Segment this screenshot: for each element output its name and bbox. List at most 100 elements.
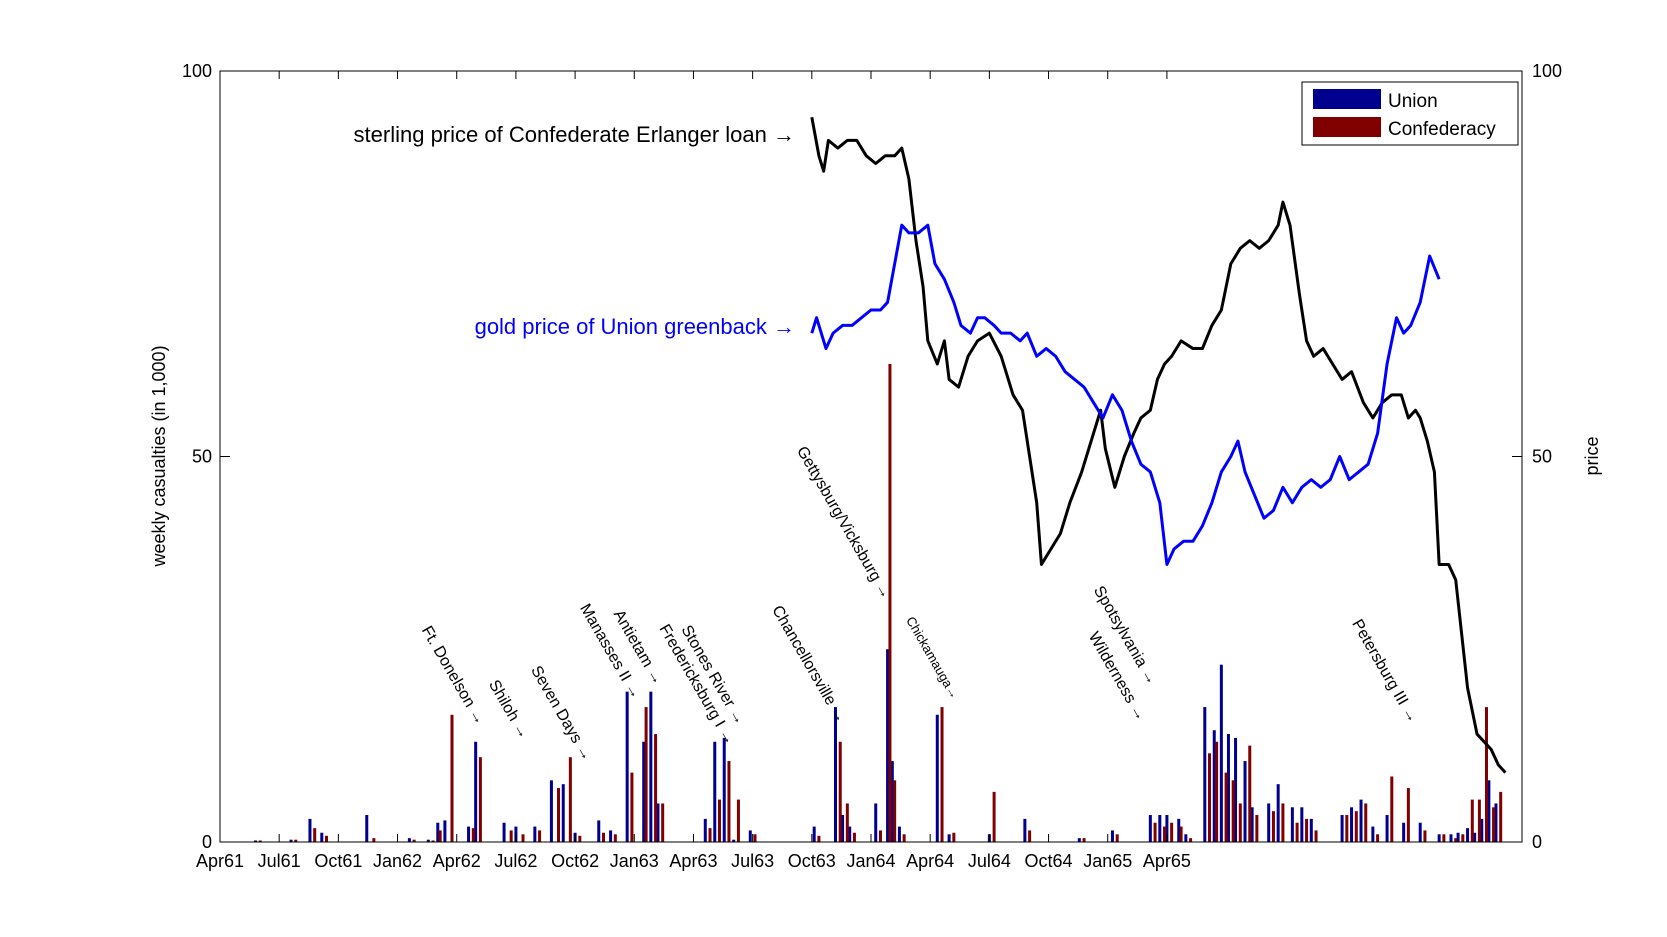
bar-union-70: [1473, 832, 1477, 842]
bar-union-36: [935, 714, 939, 842]
bar-confederacy-48: [1215, 741, 1219, 842]
bar-union-27: [748, 830, 752, 842]
y-right-tick-label-2: 100: [1532, 61, 1562, 81]
x-tick-label-0: Apr61: [196, 851, 244, 871]
bar-union-51: [1234, 737, 1238, 842]
bar-union-39: [1023, 818, 1027, 842]
bar-confederacy-11: [509, 830, 513, 842]
bar-confederacy-51: [1238, 803, 1242, 842]
bar-confederacy-53: [1255, 815, 1259, 842]
y-right-tick-label-0: 0: [1532, 832, 1542, 852]
bar-union-19: [625, 691, 629, 842]
bar-union-40: [1077, 838, 1081, 842]
bar-confederacy-46: [1189, 838, 1193, 842]
bar-confederacy-50: [1231, 780, 1235, 842]
bar-confederacy-72: [1492, 807, 1496, 842]
legend-label-union: Union: [1388, 91, 1438, 112]
x-tick-label-7: Jan63: [610, 851, 659, 871]
bar-confederacy-55: [1281, 803, 1285, 842]
bar-union-9: [467, 826, 471, 842]
bar-union-64: [1402, 822, 1406, 842]
bar-confederacy-12: [521, 834, 525, 842]
bar-union-15: [561, 784, 565, 842]
bar-confederacy-22: [661, 803, 665, 842]
x-axis: Apr61 Jul61 Oct61 Jan62 Apr62 Jul62 Oct62 Jan63…: [196, 71, 1191, 871]
bar-confederacy-47: [1208, 753, 1212, 842]
bar-confederacy-43: [1163, 826, 1167, 842]
bar-union-42: [1148, 815, 1152, 842]
bar-confederacy-49: [1224, 772, 1228, 842]
bar-confederacy-57: [1305, 818, 1309, 842]
x-tick-label-2: Oct61: [314, 851, 362, 871]
bar-confederacy-71: [1484, 707, 1488, 842]
bar-confederacy-19: [630, 772, 634, 842]
bar-union-68: [1456, 832, 1460, 842]
bar-confederacy-15: [568, 757, 572, 842]
bar-union-67: [1449, 834, 1453, 842]
bar-confederacy-33: [888, 363, 892, 842]
bar-union-62: [1371, 826, 1375, 842]
bar-confederacy-24: [717, 799, 721, 842]
bar-union-43: [1158, 815, 1162, 842]
bar-confederacy-54: [1271, 811, 1275, 842]
y-left-tick-label-1: 50: [192, 447, 212, 467]
bar-confederacy-29: [838, 741, 842, 842]
bar-confederacy-8: [450, 714, 454, 842]
bar-union-32: [874, 803, 878, 842]
bar-confederacy-40: [1082, 838, 1086, 842]
bar-union-58: [1309, 818, 1313, 842]
bar-union-69: [1466, 828, 1470, 842]
greenback-price-line: [810, 223, 1441, 566]
greenback-annotation: gold price of Union greenback →: [475, 314, 795, 339]
bar-union-63: [1385, 815, 1389, 842]
bar-union-41: [1110, 830, 1114, 842]
bar-union-56: [1290, 807, 1294, 842]
legend-swatch-confederacy: [1313, 117, 1381, 137]
bar-union-72: [1487, 780, 1491, 842]
bar-confederacy-18: [613, 834, 617, 842]
bar-confederacy-67: [1454, 838, 1458, 842]
bar-confederacy-73: [1499, 791, 1503, 842]
bar-confederacy-66: [1442, 834, 1446, 842]
bar-union-31: [848, 826, 852, 842]
bar-union-3: [320, 832, 324, 842]
bar-confederacy-36: [940, 707, 944, 842]
bar-confederacy-52: [1248, 745, 1252, 843]
y-left-axis-title: weekly casualties (in 1,000): [149, 345, 169, 567]
bar-union-47: [1203, 707, 1207, 842]
bar-confederacy-30: [845, 803, 849, 842]
bar-union-23: [703, 818, 707, 842]
bar-confederacy-26: [736, 799, 740, 842]
bar-union-30: [841, 815, 845, 842]
x-tick-label-3: Jan62: [373, 851, 422, 871]
bar-confederacy-13: [538, 830, 542, 842]
bar-confederacy-37: [952, 832, 956, 842]
bar-confederacy-42: [1153, 822, 1157, 842]
bar-union-49: [1219, 664, 1223, 842]
bar-confederacy-44: [1170, 822, 1174, 842]
bar-confederacy-39: [1028, 830, 1032, 842]
bar-confederacy-4: [372, 838, 376, 842]
bar-union-25: [722, 737, 726, 842]
bar-union-54: [1267, 803, 1271, 842]
x-tick-label-12: Apr64: [906, 851, 954, 871]
bar-union-45: [1177, 818, 1181, 842]
bar-confederacy-70: [1477, 799, 1481, 842]
bar-confederacy-17: [602, 832, 605, 842]
bar-confederacy-58: [1314, 830, 1318, 842]
bar-confederacy-62: [1376, 834, 1380, 842]
bar-confederacy-59: [1345, 815, 1349, 842]
bar-confederacy-60: [1354, 811, 1358, 842]
bar-confederacy-7: [438, 830, 442, 842]
bar-confederacy-20: [644, 707, 648, 842]
legend: Union Confederacy: [1301, 81, 1519, 146]
bar-confederacy-34: [893, 780, 897, 842]
bar-union-24: [713, 741, 717, 842]
bar-union-28: [812, 826, 816, 842]
x-tick-label-14: Oct64: [1025, 851, 1073, 871]
bar-union-4: [365, 815, 369, 842]
bar-confederacy-16: [578, 835, 582, 842]
x-tick-label-1: Jul61: [258, 851, 301, 871]
bar-union-48: [1212, 730, 1216, 842]
